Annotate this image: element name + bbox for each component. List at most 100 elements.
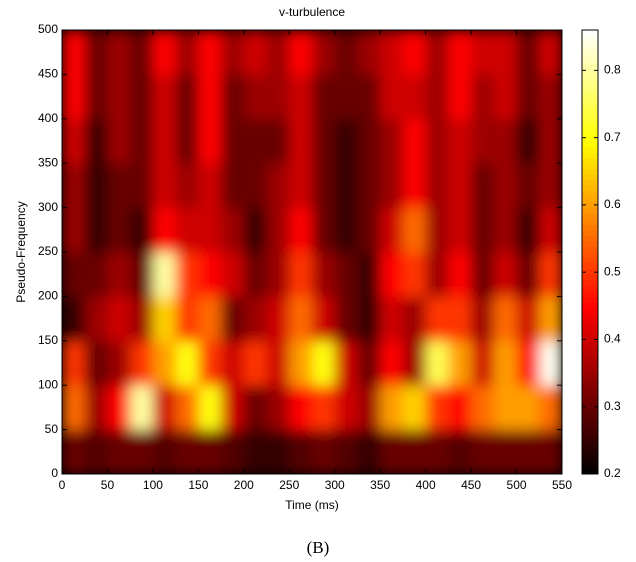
heatmap-cell: [516, 429, 540, 474]
heatmap-cell: [425, 385, 449, 431]
heatmap-cell: [266, 30, 290, 75]
colorbar-swatch: [582, 41, 598, 48]
heatmap-cell: [152, 207, 177, 253]
heatmap-cell: [175, 118, 199, 164]
chart-title: v-turbulence: [279, 5, 345, 19]
heatmap-cell: [448, 340, 472, 386]
colorbar-swatch: [582, 163, 598, 170]
heatmap-cell: [198, 118, 222, 164]
heatmap-cell: [289, 74, 313, 120]
x-tick-label: 400: [416, 478, 436, 492]
heatmap-cell: [152, 30, 177, 75]
colorbar-swatch: [582, 296, 598, 303]
heatmap-cell: [130, 207, 154, 253]
colorbar-swatch: [582, 301, 598, 308]
colorbar-swatch: [582, 290, 598, 297]
colorbar-swatch: [582, 340, 598, 347]
heatmap-cell: [289, 340, 313, 386]
y-tick-label: 150: [38, 333, 58, 347]
y-tick-label: 0: [51, 466, 58, 480]
heatmap-cell: [539, 385, 562, 431]
heatmap-cell: [402, 385, 427, 431]
colorbar-swatch: [582, 457, 598, 464]
heatmap-cell: [402, 207, 427, 253]
colorbar-swatch: [582, 446, 598, 453]
heatmap-cell: [539, 74, 562, 120]
heatmap-cell: [62, 163, 86, 209]
heatmap-cell: [62, 30, 86, 75]
colorbar-swatch: [582, 57, 598, 64]
heatmap-cell: [243, 340, 268, 386]
heatmap-cell: [152, 163, 177, 209]
heatmap-cell: [493, 207, 518, 253]
colorbar-swatch: [582, 252, 598, 259]
heatmap-cell: [221, 118, 245, 164]
colorbar-swatch: [582, 374, 598, 381]
heatmap-cell: [471, 118, 495, 164]
heatmap-cell: [84, 385, 108, 431]
heatmap-cell: [448, 163, 472, 209]
heatmap-cell: [198, 429, 222, 474]
heatmap-cell: [175, 252, 199, 297]
heatmap-cell: [471, 163, 495, 209]
heatmap-cell: [130, 385, 154, 431]
colorbar-swatch: [582, 213, 598, 220]
colorbar-swatch: [582, 418, 598, 425]
x-tick-label: 450: [461, 478, 481, 492]
colorbar-swatch: [582, 52, 598, 59]
heatmap-cell: [425, 74, 449, 120]
heatmap-cell: [402, 296, 427, 342]
heatmap-cell: [221, 30, 245, 75]
y-tick-label: 450: [38, 67, 58, 81]
colorbar-tick-label: 0.7: [604, 130, 621, 144]
heatmap-cell: [334, 429, 358, 474]
heatmap-cell: [471, 296, 495, 342]
colorbar-swatch: [582, 179, 598, 186]
heatmap-cell: [84, 118, 108, 164]
heatmap-cell: [175, 385, 199, 431]
heatmap-cell: [448, 30, 472, 75]
colorbar-swatch: [582, 407, 598, 414]
heatmap-cell: [312, 252, 336, 297]
heatmap-cell: [357, 429, 381, 474]
heatmap-cell: [539, 163, 562, 209]
colorbar-swatch: [582, 240, 598, 247]
heatmap-cell: [84, 163, 108, 209]
colorbar-swatch: [582, 196, 598, 203]
heatmap-cell: [493, 385, 518, 431]
x-tick-label: 100: [143, 478, 163, 492]
colorbar-swatch: [582, 313, 598, 320]
heatmap-cell: [266, 385, 290, 431]
colorbar-swatch: [582, 157, 598, 164]
heatmap-cell: [334, 207, 358, 253]
heatmap-cell: [289, 118, 313, 164]
heatmap-cell: [334, 74, 358, 120]
heatmap-cell: [516, 252, 540, 297]
heatmap-cell: [402, 163, 427, 209]
heatmap-cell: [107, 118, 131, 164]
colorbar-swatch: [582, 68, 598, 75]
heatmap-cell: [62, 118, 86, 164]
heatmap-cell: [380, 118, 404, 164]
heatmap-cell: [198, 207, 222, 253]
heatmap-cell: [471, 252, 495, 297]
heatmap-cell: [516, 385, 540, 431]
heatmap-cell: [493, 429, 518, 474]
heatmap-cell: [107, 340, 131, 386]
heatmap-cell: [107, 296, 131, 342]
heatmap-cell: [357, 385, 381, 431]
colorbar-swatch: [582, 185, 598, 192]
colorbar-tick-label: 0.6: [604, 197, 621, 211]
x-tick-label: 550: [552, 478, 572, 492]
heatmap-cell: [84, 296, 108, 342]
colorbar-swatch: [582, 85, 598, 92]
heatmap-cell: [266, 296, 290, 342]
heatmap-cell: [539, 30, 562, 75]
heatmap-cell: [516, 163, 540, 209]
heatmap-cell: [84, 207, 108, 253]
heatmap-cell: [471, 74, 495, 120]
heatmap-cell: [448, 252, 472, 297]
colorbar-swatch: [582, 285, 598, 292]
colorbar-swatch: [582, 74, 598, 81]
